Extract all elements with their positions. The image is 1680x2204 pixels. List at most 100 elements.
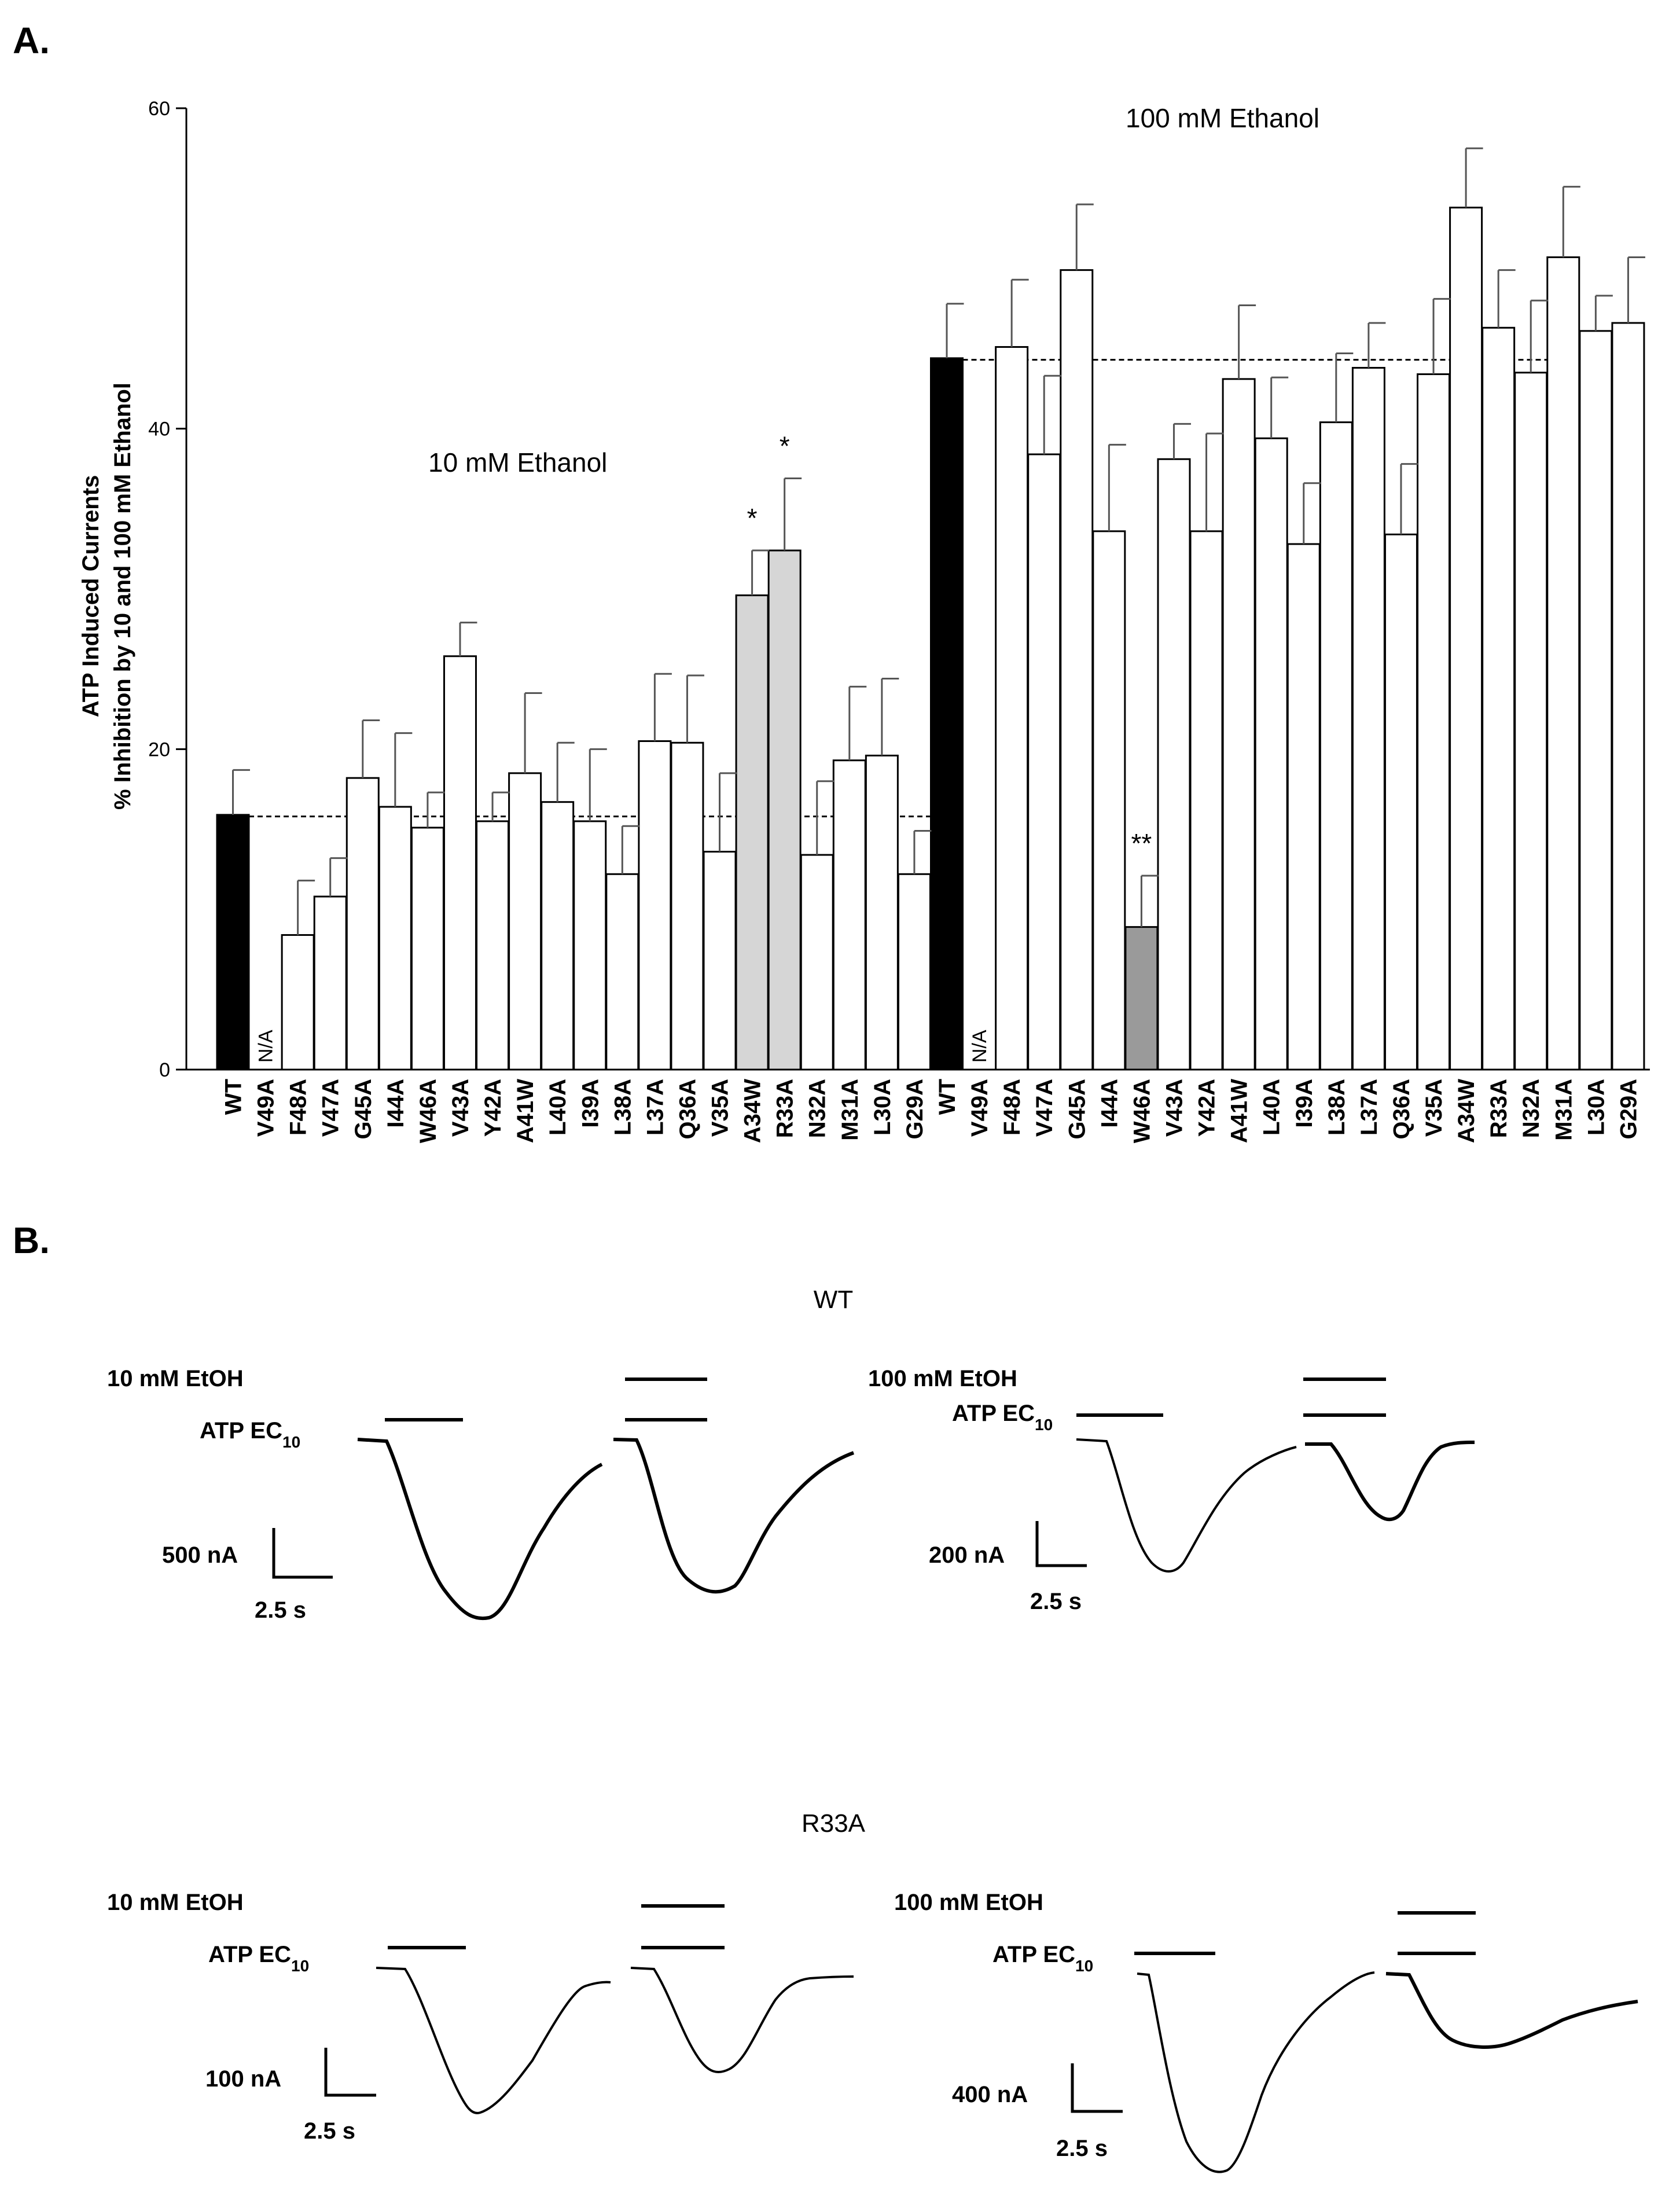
bar-100mm-a41w [1222,378,1256,1071]
wt-10mm-scale-bar [272,1528,333,1579]
bar-100mm-i44a [1092,530,1126,1071]
wt-10mm-atp-label: ATP EC10 [200,1418,300,1451]
bar-10mm-v35a [703,851,737,1071]
y-axis-label-line1: ATP Induced Currents [78,475,104,718]
bar-10mm-w46a [410,827,444,1071]
category-label-10mm-a34w: A34W [740,1079,766,1143]
bar-10mm-l40a [541,801,575,1071]
r33a-10mm-ethanol-label: 10 mM EtOH [107,1890,244,1915]
r33a-100mm-ethanol-label: 100 mM EtOH [894,1890,1043,1915]
r33a-10mm-scale-time: 2.5 s [304,2118,355,2144]
y-tick-label: 40 [148,418,170,440]
category-label-100mm-r33a: R33A [1486,1079,1512,1138]
significance-10mm-a34w: * [747,503,758,533]
bar-100mm-w46a [1124,926,1159,1071]
category-label-100mm-q36a: Q36A [1389,1079,1414,1140]
wt-100mm-trace-control [1076,1438,1297,1573]
bar-10mm-i44a [378,806,412,1071]
na-label-10mm-v49a: N/A [255,1030,277,1063]
bar-100mm-v35a [1417,373,1451,1071]
na-label-100mm-v49a: N/A [969,1030,991,1063]
r33a-10mm-trace-control [376,1967,611,2114]
bar-chart: ATP Induced Currents % Inhibition by 10 … [78,98,1650,1143]
bar-10mm-l30a [865,754,899,1071]
category-label-100mm-v35a: V35A [1421,1079,1447,1137]
category-label-100mm-g45a: G45A [1064,1079,1090,1140]
r33a-100mm-atp-label: ATP EC10 [992,1942,1093,1975]
category-label-10mm-i39a: I39A [578,1079,603,1128]
category-label-100mm-l38a: L38A [1324,1079,1350,1136]
wt-10mm-trace-control [357,1438,603,1621]
r33a-100mm-scale-time: 2.5 s [1056,2136,1108,2161]
bar-10mm-a41w [508,772,542,1071]
category-label-10mm-l38a: L38A [610,1079,635,1136]
wt-100mm-scale-time: 2.5 s [1030,1589,1082,1614]
category-label-100mm-l40a: L40A [1259,1079,1285,1136]
bar-100mm-l40a [1254,437,1288,1071]
bar-100mm-g29a [1611,322,1645,1071]
panel-b-wt: WT 10 mM EtOH ATP EC10 500 nA 2.5 s 100 … [107,1285,1475,1623]
category-label-100mm-a41w: A41W [1227,1079,1252,1143]
wt-100mm-ethanol-label: 100 mM EtOH [868,1366,1017,1391]
significance-100mm-w46a: ** [1131,828,1152,858]
panel-b-label: B. [13,1219,50,1261]
category-label-100mm-w46a: W46A [1129,1079,1155,1143]
bar-100mm-y42a [1189,530,1223,1071]
error-bars [232,147,1645,935]
bar-10mm-r33a [767,549,802,1071]
bar-100mm-f48a [995,346,1029,1071]
bar-10mm-n32a [800,854,834,1071]
wt-10mm-scale-time: 2.5 s [255,1597,306,1623]
category-label-100mm-v49a: V49A [967,1079,992,1137]
r33a-100mm-trace-ethanol [1385,1972,1638,2049]
bar-100mm-r33a [1482,326,1516,1071]
category-label-10mm-n32a: N32A [805,1079,830,1138]
wt-10mm-traces: 10 mM EtOH ATP EC10 500 nA 2.5 s [107,1366,855,1623]
panel-a-label: A. [13,20,50,61]
category-label-10mm-v49a: V49A [253,1079,279,1137]
category-label-10mm-r33a: R33A [773,1079,798,1138]
category-label-10mm-l40a: L40A [545,1079,571,1136]
r33a-10mm-scale-bar [324,2048,376,2097]
wt-100mm-trace-ethanol [1305,1441,1475,1522]
bar-10mm-v43a [443,655,477,1071]
category-label-10mm-i44a: I44A [383,1079,409,1128]
y-tick-label: 20 [148,739,170,761]
bar-10mm-g45a [345,777,380,1071]
bar-10mm-g29a [897,873,931,1071]
category-label-10mm-a41w: A41W [513,1079,538,1143]
wt-10mm-scale-current: 500 nA [162,1542,238,1568]
category-label-10mm-v35a: V35A [708,1079,733,1137]
category-label-100mm-l30a: L30A [1583,1079,1609,1136]
category-label-10mm-w46a: W46A [416,1079,441,1143]
category-label-10mm-y42a: Y42A [480,1079,506,1137]
bar-100mm-l30a [1579,330,1613,1071]
y-axis-label: ATP Induced Currents % Inhibition by 10 … [78,383,135,810]
category-label-100mm-v47a: V47A [1032,1079,1057,1137]
significance-10mm-r33a: * [780,431,790,461]
category-label-100mm-f48a: F48A [999,1079,1025,1136]
y-axis-ticks: 0 20 40 60 [148,98,186,1081]
category-label-10mm-f48a: F48A [286,1079,311,1136]
bar-100mm-l38a [1319,421,1353,1071]
wt-title: WT [814,1285,853,1314]
bar-10mm-l37a [638,740,672,1071]
group-label-100mm: 100 mM Ethanol [1126,103,1319,133]
category-label-10mm-q36a: Q36A [675,1079,700,1140]
bar-10mm-q36a [670,741,704,1071]
bar-100mm-g45a [1060,269,1094,1071]
category-label-100mm-i39a: I39A [1292,1079,1317,1128]
wt-10mm-trace-ethanol [613,1438,855,1594]
bar-100mm-m31a [1546,256,1580,1071]
category-label-10mm-l37a: L37A [642,1079,668,1136]
bar-10mm-v47a [313,895,347,1071]
significance-annotations: **** [747,431,1152,858]
y-tick-label: 0 [159,1059,170,1081]
category-label-100mm-wt: WT [935,1079,960,1115]
panel-b-r33a: R33A 10 mM EtOH ATP EC10 100 nA 2.5 s 10… [107,1809,1638,2173]
bar-10mm-f48a [281,934,315,1071]
wt-100mm-scale-bar [1035,1521,1087,1567]
r33a-100mm-scale-bar [1071,2063,1123,2113]
group-label-10mm: 10 mM Ethanol [428,447,607,477]
